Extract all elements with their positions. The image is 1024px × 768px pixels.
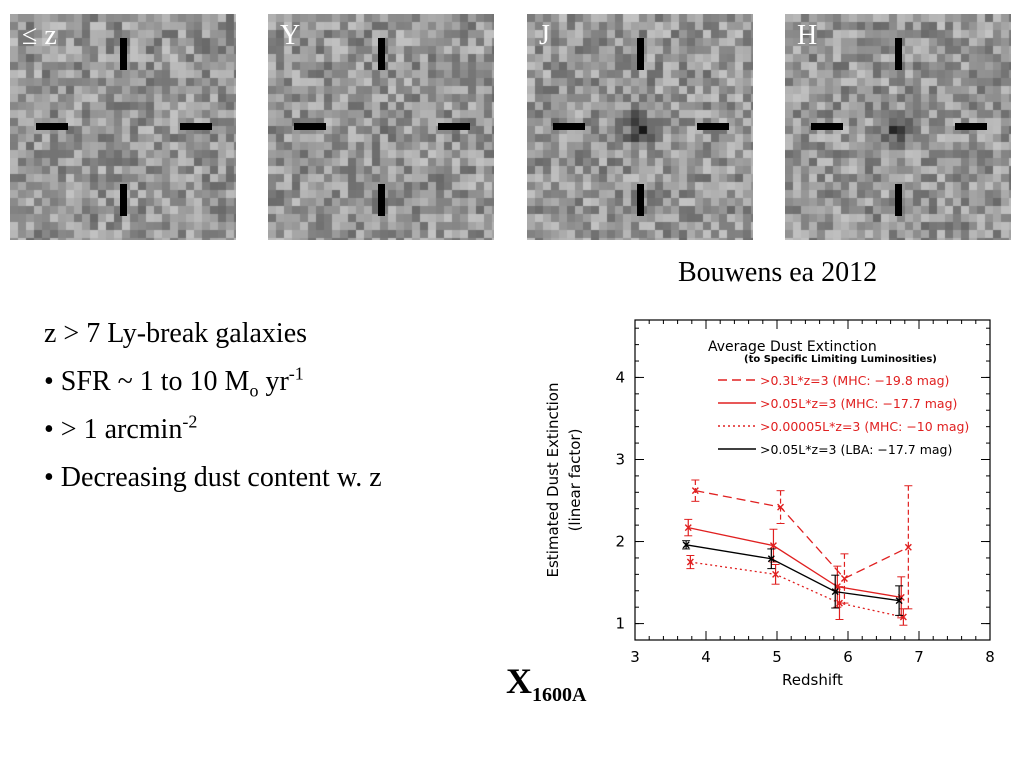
stamp-y: Y: [268, 14, 494, 240]
marker-top: [637, 38, 644, 70]
data-point: [684, 524, 692, 532]
stamp-z: ≤ z: [10, 14, 236, 240]
text: X: [506, 661, 532, 701]
data-point: [895, 597, 903, 605]
marker-left: [553, 123, 585, 130]
plot-frame: [634, 319, 991, 641]
data-point: [904, 543, 912, 551]
data-point: [777, 503, 785, 511]
superscript: -1: [288, 363, 304, 384]
subscript: o: [249, 380, 259, 401]
band-label: J: [539, 20, 550, 51]
data-point: [835, 599, 843, 607]
marker-bottom: [895, 184, 902, 216]
band-label: H: [797, 20, 818, 51]
marker-bottom: [637, 184, 644, 216]
marker-top: [895, 38, 902, 70]
y-tick-label: 2: [615, 533, 625, 551]
x1600-label: X1600A: [506, 660, 586, 705]
marker-left: [811, 123, 843, 130]
band-label: ≤ z: [22, 20, 57, 51]
x-tick-label: 8: [985, 648, 995, 666]
marker-right: [180, 123, 212, 130]
bullet-line-4: • Decreasing dust content w. z: [44, 462, 382, 493]
marker-right: [438, 123, 470, 130]
marker-left: [36, 123, 68, 130]
legend-label: >0.05L*z=3 (LBA: −17.7 mag): [760, 442, 952, 457]
marker-left: [294, 123, 326, 130]
stamp-j: J: [527, 14, 753, 240]
stamp-h: H: [785, 14, 1011, 240]
marker-top: [378, 38, 385, 70]
citation: Bouwens ea 2012: [678, 257, 878, 288]
marker-right: [697, 123, 729, 130]
marker-bottom: [378, 184, 385, 216]
text: • SFR ~ 1 to 10 M: [44, 366, 250, 397]
x-axis-label: Redshift: [782, 671, 843, 689]
legend-label: >0.00005L*z=3 (MHC: −10 mag): [760, 419, 969, 434]
superscript: -2: [182, 411, 198, 432]
x-tick-label: 3: [630, 648, 640, 666]
subscript: 1600A: [532, 684, 587, 707]
x-tick-label: 5: [772, 648, 782, 666]
bullet-line-3: • > 1 arcmin-2: [44, 406, 382, 454]
band-label: Y: [280, 20, 301, 51]
dust-extinction-chart: 3 4 5 6 7 8 1 2 3 4 Redshift Estimated Dust Extinct…: [544, 319, 995, 689]
legend-label: >0.3L*z=3 (MHC: −19.8 mag): [760, 373, 949, 388]
data-point: [772, 570, 780, 578]
y-tick-label: 3: [615, 450, 625, 468]
x-tick-label: 4: [701, 648, 711, 666]
x-tick-label: 7: [914, 648, 924, 666]
y-axis-label-line1: Estimated Dust Extinction: [544, 383, 562, 578]
series-line: [688, 526, 902, 598]
series-line: [690, 561, 904, 618]
data-point: [840, 574, 848, 582]
legend-label: >0.05L*z=3 (MHC: −17.7 mag): [760, 396, 957, 411]
data-point: [769, 542, 777, 550]
data-point: [691, 487, 699, 495]
y-tick-label: 4: [615, 368, 625, 386]
chart-title: Average Dust Extinction: [708, 339, 877, 355]
chart-subtitle: (to Specific Limiting Luminosities): [744, 354, 937, 365]
y-tick-label: 1: [615, 615, 625, 633]
marker-bottom: [120, 184, 127, 216]
x-tick-label: 6: [843, 648, 853, 666]
marker-top: [120, 38, 127, 70]
data-point: [686, 558, 694, 566]
series-line: [695, 490, 909, 580]
series-line: [686, 544, 900, 602]
data-point: [831, 588, 839, 596]
y-axis-label-line2: (linear factor): [566, 429, 584, 532]
data-point: [767, 555, 775, 563]
text: • > 1 arcmin: [44, 414, 183, 445]
bullet-line-1: z > 7 Ly-break galaxies: [44, 318, 308, 349]
bullet-line-2: • SFR ~ 1 to 10 Mo yr-1: [44, 358, 382, 406]
marker-right: [955, 123, 987, 130]
text: yr: [258, 366, 289, 397]
bullet-list: z > 7 Ly-break galaxies • SFR ~ 1 to 10 …: [44, 310, 382, 502]
data-point: [682, 541, 690, 549]
